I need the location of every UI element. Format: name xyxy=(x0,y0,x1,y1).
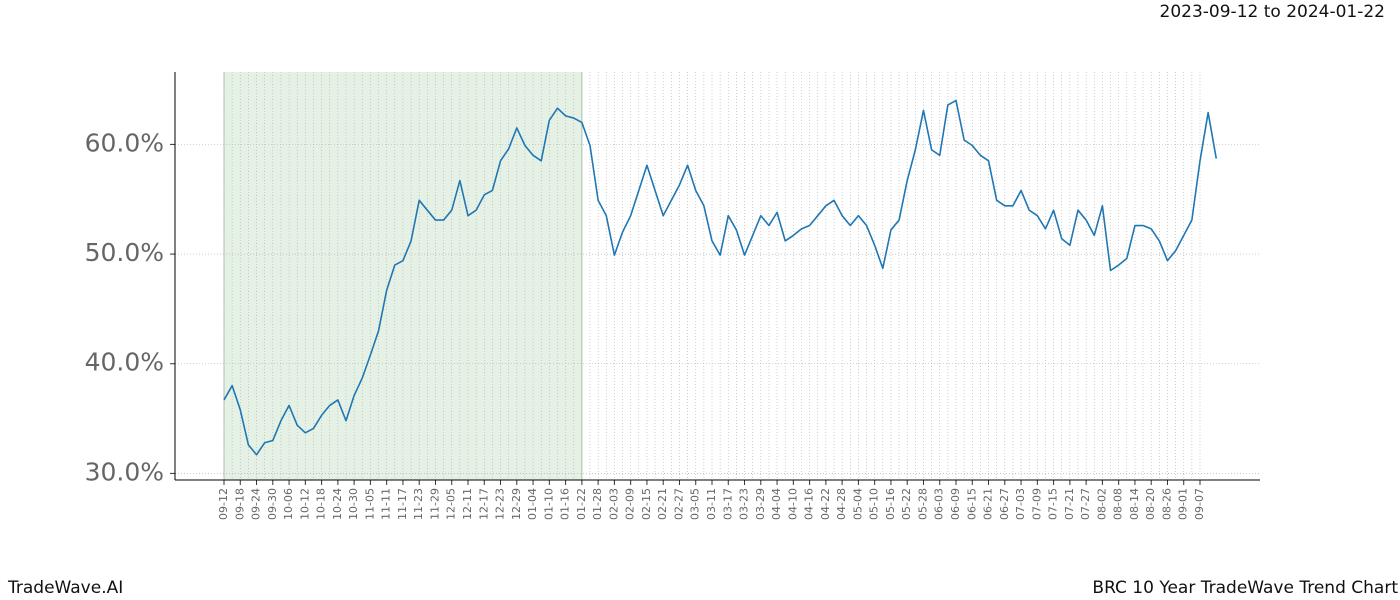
x-tick-label: 08-08 xyxy=(1112,488,1125,520)
x-tick-label: 01-22 xyxy=(575,488,588,520)
x-tick-label: 10-30 xyxy=(347,488,360,520)
x-tick-label: 10-18 xyxy=(315,488,328,520)
x-tick-label: 04-22 xyxy=(819,488,832,520)
x-tick-label: 12-29 xyxy=(510,488,523,520)
x-tick-label: 10-12 xyxy=(298,488,311,520)
y-tick-label: 50.0% xyxy=(85,238,164,267)
x-tick-label: 04-10 xyxy=(786,488,799,520)
x-tick-label: 06-15 xyxy=(965,488,978,520)
x-tick-label: 09-07 xyxy=(1193,488,1206,520)
x-tick-label: 09-24 xyxy=(250,488,263,520)
trend-line xyxy=(223,99,1218,456)
x-tick-label: 02-27 xyxy=(672,488,685,520)
x-tick-label: 04-16 xyxy=(803,488,816,520)
x-tick-label: 02-21 xyxy=(656,488,669,520)
chart-title: BRC 10 Year TradeWave Trend Chart xyxy=(1092,578,1398,598)
x-tick-label: 07-21 xyxy=(1063,488,1076,520)
x-tick-label: 03-05 xyxy=(689,488,702,520)
x-tick-label: 02-15 xyxy=(640,488,653,520)
x-tick-label: 07-09 xyxy=(1030,488,1043,520)
x-tick-label: 06-03 xyxy=(933,488,946,520)
x-tick-label: 03-23 xyxy=(738,488,751,520)
x-tick-label: 08-02 xyxy=(1095,488,1108,520)
x-tick-label: 10-24 xyxy=(331,488,344,520)
x-tick-label: 01-10 xyxy=(542,488,555,520)
x-tick-label: 12-23 xyxy=(494,488,507,520)
x-tick-label: 11-11 xyxy=(380,488,393,520)
x-tick-label: 04-04 xyxy=(770,488,783,520)
x-tick-label: 07-15 xyxy=(1047,488,1060,520)
x-tick-label: 08-26 xyxy=(1160,488,1173,520)
x-tick-label: 12-11 xyxy=(461,488,474,520)
x-tick-label: 09-30 xyxy=(266,488,279,520)
x-tick-label: 01-04 xyxy=(526,488,539,520)
x-tick-label: 07-03 xyxy=(1014,488,1027,520)
x-tick-label: 09-18 xyxy=(233,488,246,520)
y-tick-label: 30.0% xyxy=(85,457,164,486)
x-tick-label: 03-17 xyxy=(721,488,734,520)
x-tick-label: 03-11 xyxy=(705,488,718,520)
x-tick-label: 05-04 xyxy=(851,488,864,520)
x-tick-label: 05-28 xyxy=(916,488,929,520)
x-tick-label: 11-23 xyxy=(412,488,425,520)
date-range: 2023-09-12 to 2024-01-22 xyxy=(1160,2,1385,22)
x-tick-label: 07-27 xyxy=(1079,488,1092,520)
x-tick-label: 02-09 xyxy=(624,488,637,520)
x-tick-label: 05-10 xyxy=(868,488,881,520)
x-tick-label: 06-27 xyxy=(998,488,1011,520)
x-tick-label: 12-17 xyxy=(477,488,490,520)
x-tick-label: 12-05 xyxy=(445,488,458,520)
x-tick-label: 05-16 xyxy=(884,488,897,520)
x-tick-label: 08-14 xyxy=(1128,488,1141,520)
x-tick-label: 05-22 xyxy=(900,488,913,520)
x-tick-label: 06-21 xyxy=(982,488,995,520)
x-tick-label: 11-17 xyxy=(396,488,409,520)
y-tick-label: 40.0% xyxy=(85,348,164,377)
source: TradeWave.AI xyxy=(7,578,123,598)
x-tick-label: 02-03 xyxy=(607,488,620,520)
x-tick-label: 06-09 xyxy=(949,488,962,520)
x-tick-label: 08-20 xyxy=(1144,488,1157,520)
x-tick-label: 11-05 xyxy=(363,488,376,520)
x-tick-label: 01-28 xyxy=(591,488,604,520)
x-tick-label: 01-16 xyxy=(559,488,572,520)
x-tick-label: 03-29 xyxy=(754,488,767,520)
x-tick-label: 09-01 xyxy=(1177,488,1190,520)
x-tick-label: 10-06 xyxy=(282,488,295,520)
y-tick-label: 60.0% xyxy=(85,128,164,157)
x-tick-label: 11-29 xyxy=(428,488,441,520)
x-tick-label: 04-28 xyxy=(835,488,848,520)
x-tick-label: 09-12 xyxy=(217,488,230,520)
